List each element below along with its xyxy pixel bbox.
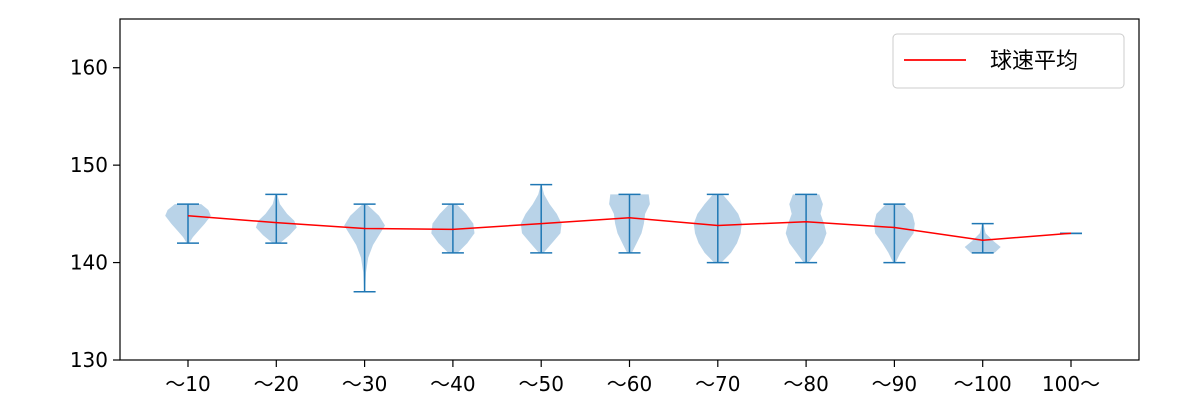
whiskers (177, 183, 1082, 293)
x-tick-label: ～40 (430, 372, 475, 396)
violins (165, 184, 1001, 292)
x-tick-label: ～70 (695, 372, 740, 396)
y-tick-label: 140 (70, 251, 108, 275)
x-tick-label: ～100 (954, 372, 1012, 396)
x-tick-label: ～30 (342, 372, 387, 396)
x-axis: ～10 ～20 ～30 ～40 ～50 ～60 ～70 ～80 ～90 ～100 100～ (165, 360, 1100, 396)
x-tick-label: 100～ (1042, 372, 1100, 396)
legend-label: 球速平均 (990, 49, 1078, 74)
legend-box (892, 33, 1125, 89)
x-tick-label: ～20 (254, 372, 299, 396)
x-tick-label: ～50 (518, 372, 563, 396)
y-tick-label: 160 (70, 56, 108, 80)
x-tick-label: ～60 (607, 372, 652, 396)
y-axis: 130 140 150 160 (70, 56, 120, 372)
x-tick-label: ～90 (872, 372, 917, 396)
x-tick-label: ～10 (165, 372, 210, 396)
y-tick-label: 130 (70, 348, 108, 372)
mean-line-group (187, 215, 1072, 241)
y-tick-label: 150 (70, 153, 108, 177)
x-tick-label: ～80 (783, 372, 828, 396)
legend: 球速平均 (892, 33, 1125, 89)
